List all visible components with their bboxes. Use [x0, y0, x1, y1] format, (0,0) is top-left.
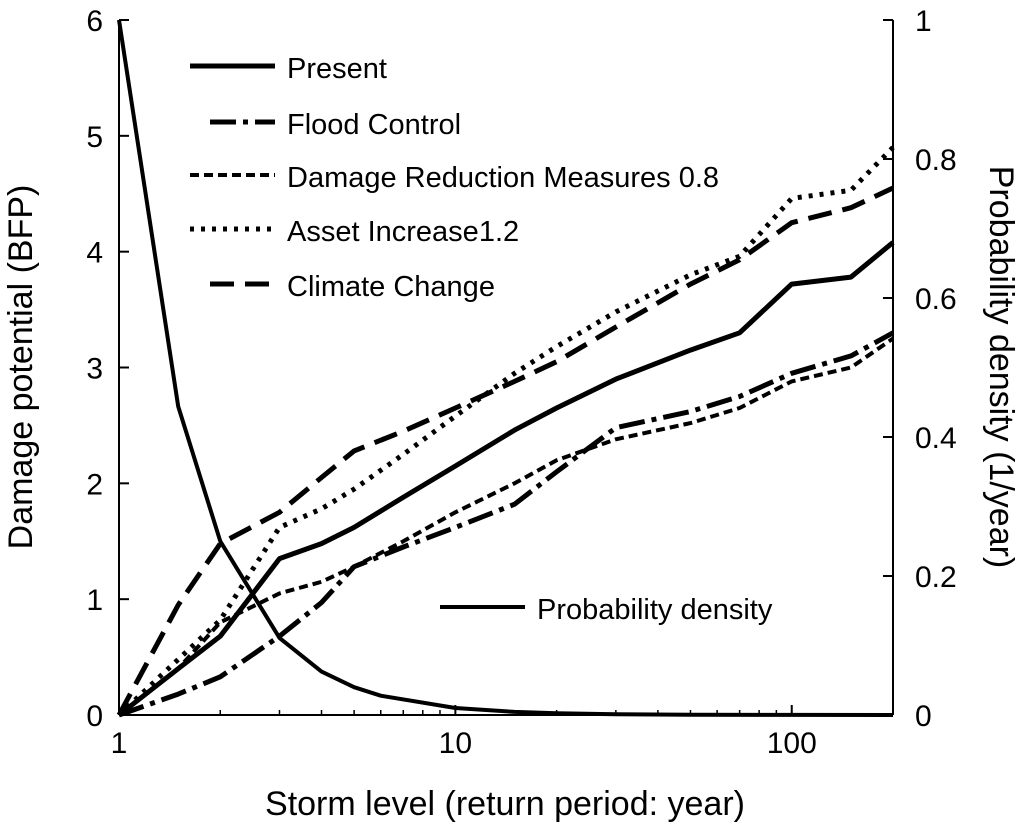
- series-line-present: [117, 240, 895, 717]
- y-right-tick-label: 1: [915, 5, 932, 38]
- y-axis-right-label: Probability density (1/year): [982, 166, 1020, 569]
- x-tick-label: 1: [111, 727, 128, 760]
- y-left-tick-label: 2: [86, 468, 103, 501]
- legend-label-flood-control: Flood Control: [287, 109, 461, 141]
- legend-label-asset-increase: Asset Increase1.2: [287, 216, 519, 248]
- legend-label-damage-reduction: Damage Reduction Measures 0.8: [287, 162, 719, 194]
- series-line-climate-change: [116, 185, 895, 717]
- series-line-flood-control: [118, 330, 895, 718]
- y-right-tick-label: 0.2: [915, 561, 957, 594]
- legend-label-present: Present: [287, 53, 387, 85]
- y-left-tick-label: 6: [86, 5, 103, 38]
- y-right-tick-label: 0.6: [915, 283, 957, 316]
- y-left-tick-label: 0: [86, 700, 103, 733]
- y-left-tick-label: 1: [86, 584, 103, 617]
- x-tick-label: 100: [767, 727, 817, 760]
- legend-label-climate-change: Climate Change: [287, 271, 495, 303]
- y-left-tick-label: 4: [86, 237, 103, 270]
- y-right-tick-label: 0: [915, 700, 932, 733]
- legend-label-probability-density: Probability density: [537, 594, 773, 626]
- series-line-probability-density: [117, 19, 894, 717]
- x-axis-label: Storm level (return period: year): [265, 785, 745, 823]
- y-left-tick-label: 5: [86, 121, 103, 154]
- y-left-tick-label: 3: [86, 353, 103, 386]
- series-group: [116, 19, 895, 718]
- legend: Present Flood Control Damage Reduction M…: [190, 53, 773, 626]
- y-right-tick-label: 0.8: [915, 144, 957, 177]
- y-axis-left-label: Damage potential (BFP): [2, 185, 40, 550]
- x-tick-label: 10: [439, 727, 472, 760]
- y-right-tick-label: 0.4: [915, 422, 957, 455]
- series-line-damage-reduction-measures-0-8: [117, 336, 895, 717]
